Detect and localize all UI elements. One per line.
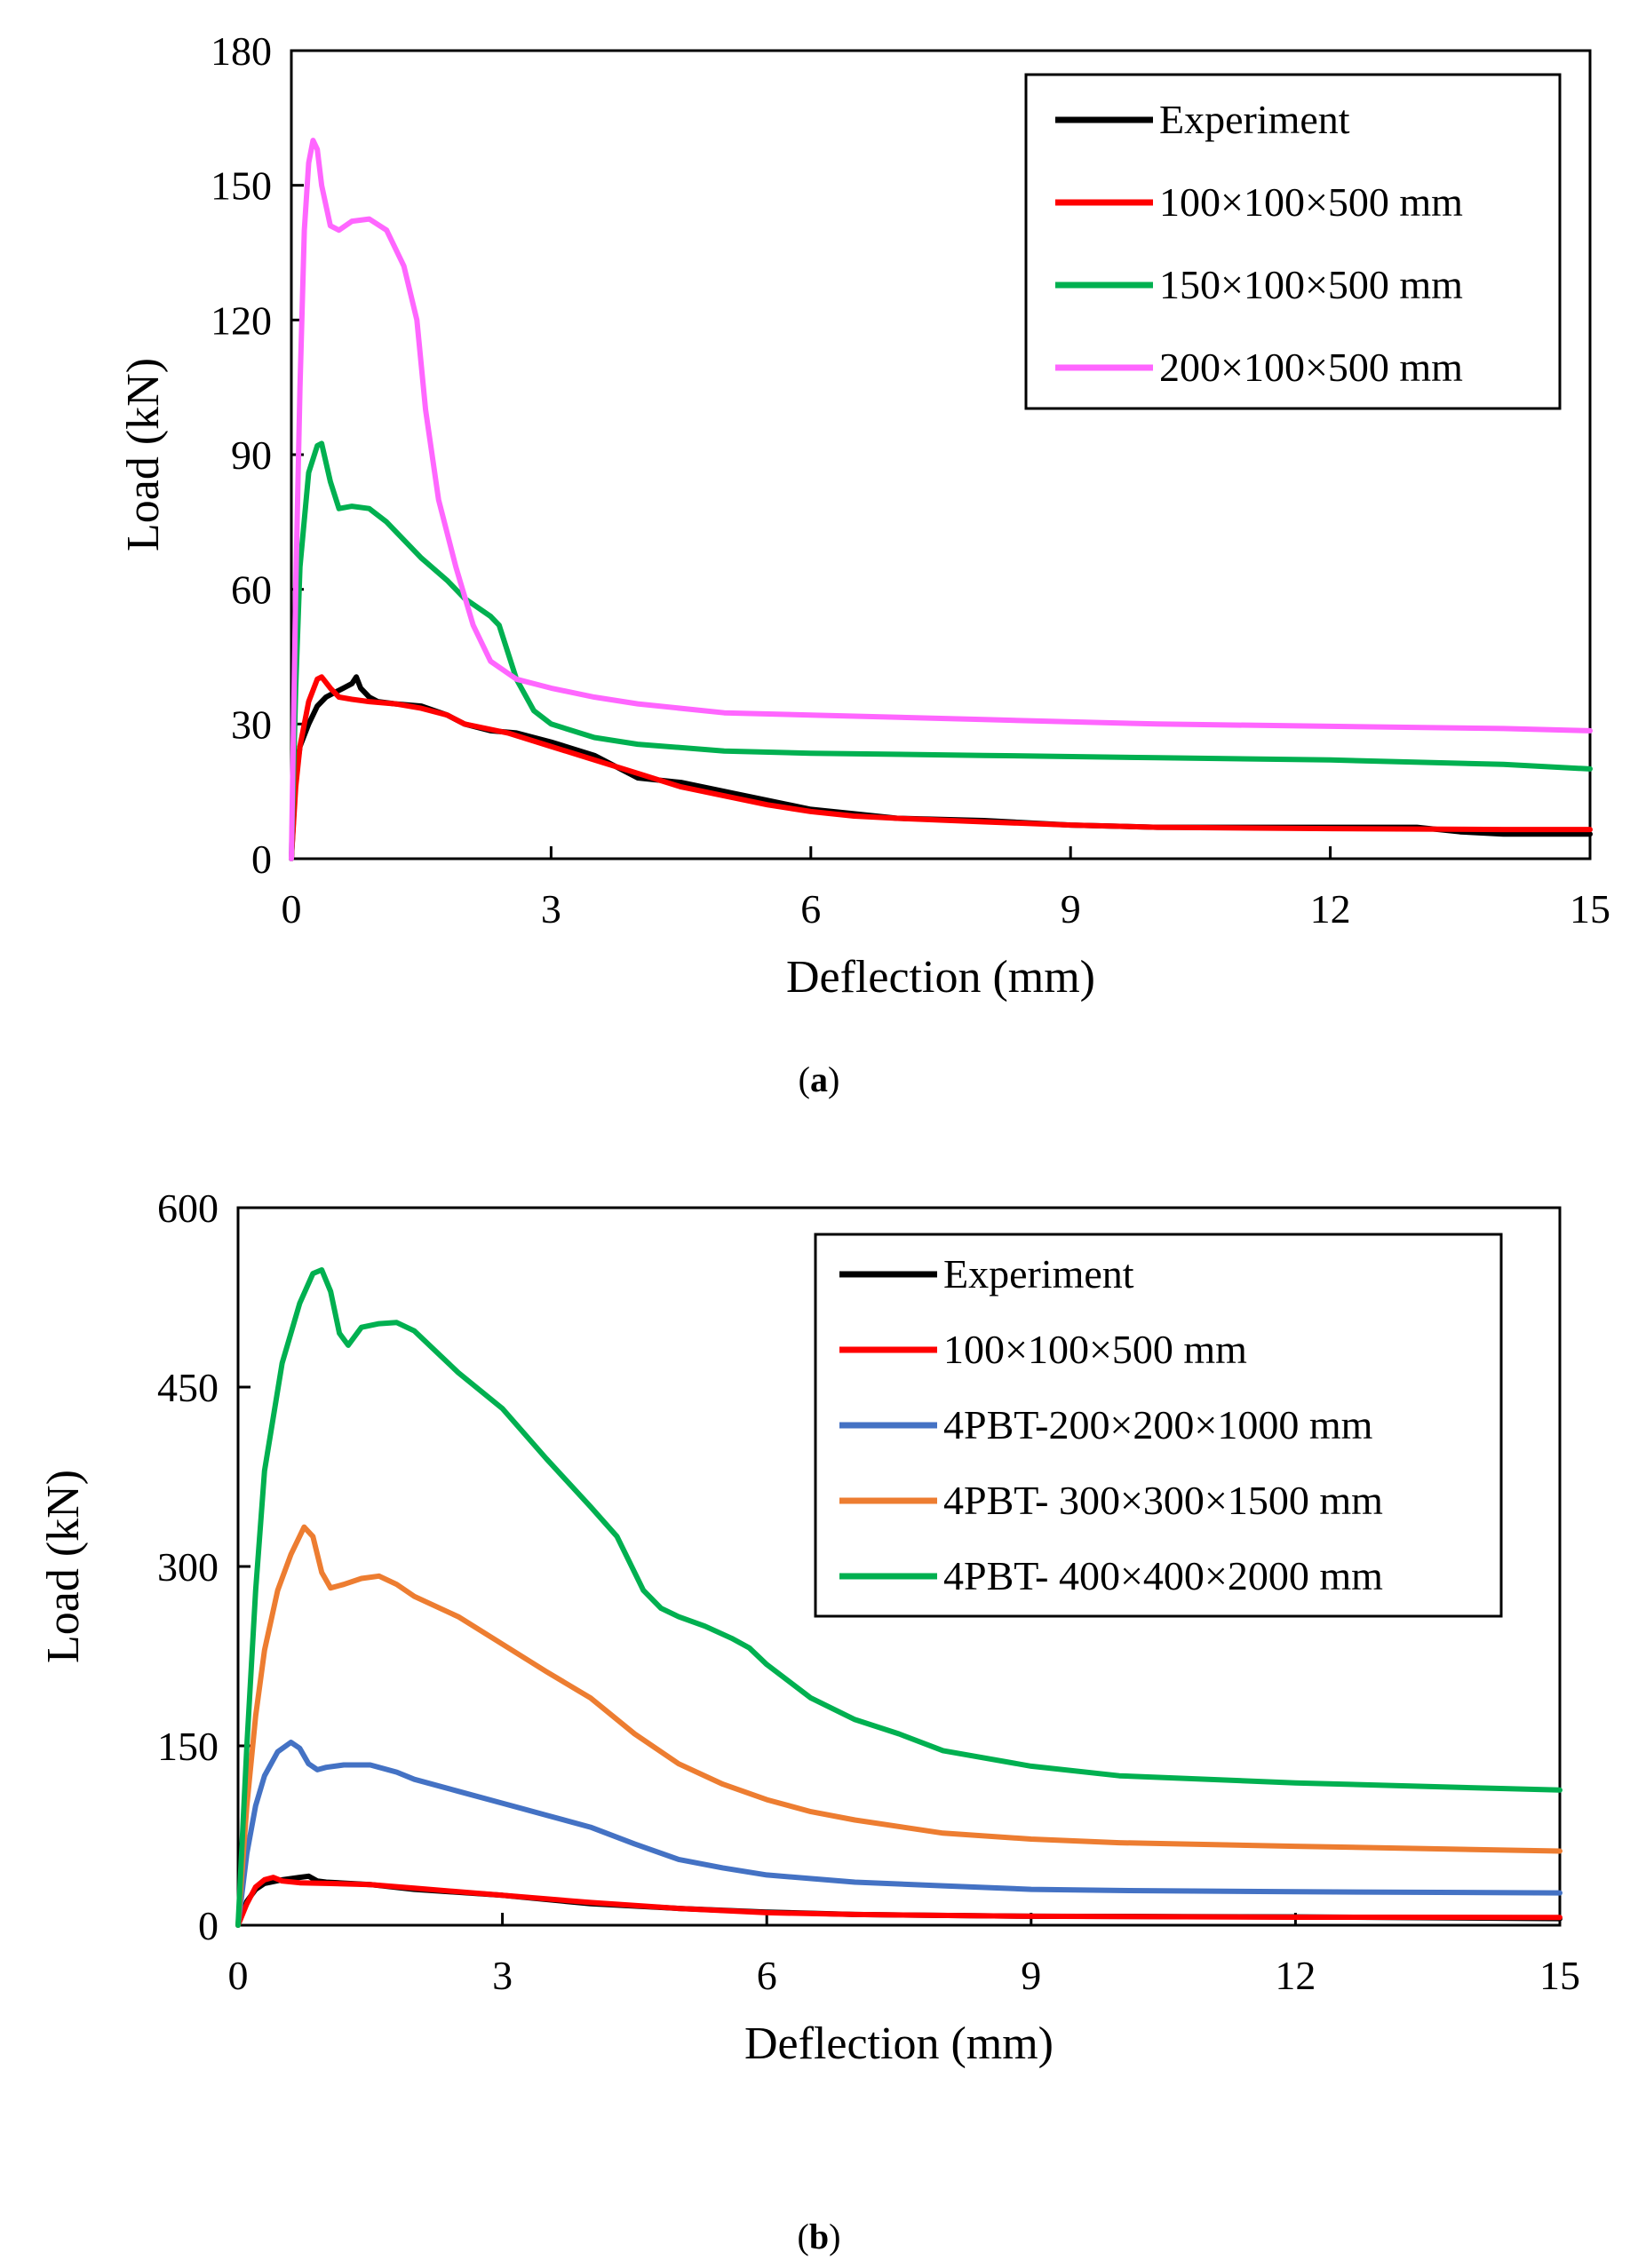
chart-a-y-axis-title: Load (kN) [118, 358, 169, 551]
chart-a-x-tick-label: 6 [800, 886, 821, 932]
chart-b-y-tick-label: 150 [157, 1724, 219, 1769]
chart-a-x-tick-label: 0 [282, 886, 302, 932]
chart-b-x-tick-label: 6 [757, 1953, 777, 1998]
panel-label-b: (b) [797, 2216, 841, 2256]
chart-b-x-tick-label: 3 [492, 1953, 513, 1998]
chart-a-series-line-3 [289, 138, 1593, 861]
chart-a-y-tick-label: 120 [211, 297, 272, 343]
chart-a-x-tick-label: 9 [1061, 886, 1081, 932]
chart-a-legend-label-3: 200×100×500 mm [1159, 345, 1463, 390]
chart-b-x-axis-title: Deflection (mm) [744, 2018, 1054, 2069]
chart-b-legend-label-0: Experiment [943, 1251, 1134, 1297]
chart-b-legend: Experiment 100×100×500 mm 4PBT-200×200×100… [814, 1233, 1503, 1618]
chart-a-x-tick-label: 3 [541, 886, 561, 932]
chart-a-legend-label-2: 150×100×500 mm [1159, 262, 1463, 307]
chart-a-y-tick-label: 150 [211, 163, 272, 209]
chart-b-series-line-3 [235, 1524, 1562, 1928]
chart-b-x-tick-label: 0 [228, 1953, 249, 1998]
chart-b-series-line-1 [235, 1875, 1562, 1928]
chart-a-legend: Experiment 100×100×500 mm 150×100×500 mm 20… [1024, 73, 1562, 410]
chart-b-x-tick-label: 15 [1539, 1953, 1580, 1998]
chart-b-y-tick-label: 300 [157, 1544, 219, 1590]
chart-a-x-tick-label: 15 [1570, 886, 1610, 932]
chart-a-legend-label-0: Experiment [1159, 97, 1350, 142]
chart-a-y-tick-label: 90 [231, 432, 272, 478]
chart-a-series-line-1 [289, 674, 1593, 861]
chart-b-legend-label-3: 4PBT- 300×300×1500 mm [943, 1478, 1383, 1523]
chart-a-y-tick-label: 30 [231, 702, 272, 747]
chart-b-x-tick-label: 12 [1275, 1953, 1316, 1998]
chart-b-legend-label-1: 100×100×500 mm [943, 1327, 1247, 1372]
chart-a-y-tick-label: 180 [211, 28, 272, 74]
panel-label-a: (a) [798, 1059, 840, 1099]
chart-b-x-tick-label: 9 [1021, 1953, 1041, 1998]
chart-b-series-line-2 [235, 1740, 1562, 1928]
chart-b-y-tick-label: 0 [198, 1903, 219, 1948]
chart-a-series-line-2 [289, 440, 1593, 861]
chart-a-legend-label-1: 100×100×500 mm [1159, 179, 1463, 225]
chart-a-legend-box [1024, 73, 1562, 410]
chart-b-y-axis-title: Load (kN) [38, 1470, 89, 1663]
panel-label-b-letter: b [808, 2216, 830, 2256]
chart-b-legend-label-4: 4PBT- 400×400×2000 mm [943, 1553, 1383, 1598]
chart-a-y-tick-label: 0 [251, 837, 272, 882]
panel-label-a-letter: a [810, 1059, 828, 1099]
chart-a-y-tick-label: 60 [231, 567, 272, 613]
chart-b-legend-label-2: 4PBT-200×200×1000 mm [943, 1402, 1373, 1447]
chart-a-x-axis-title: Deflection (mm) [786, 952, 1095, 1003]
chart-b-y-tick-label: 450 [157, 1365, 219, 1410]
chart-b-series-line-4 [235, 1267, 1562, 1928]
chart-b-y-tick-label: 600 [157, 1186, 219, 1231]
chart-b-series [235, 1267, 1562, 1928]
chart-a-series [289, 138, 1593, 861]
chart-a-x-tick-label: 12 [1310, 886, 1351, 932]
